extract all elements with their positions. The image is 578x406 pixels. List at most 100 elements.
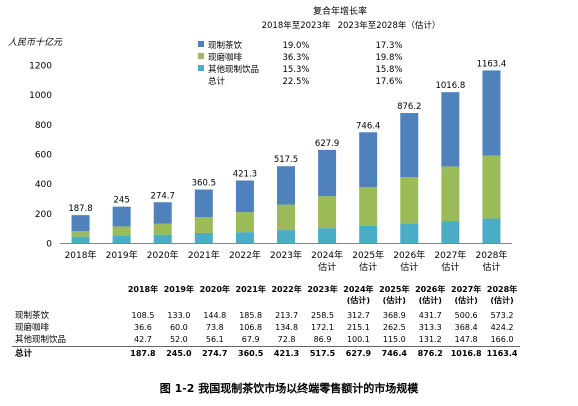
x-tick-label: 2022年 <box>229 249 261 261</box>
table-column-header: (估计) <box>383 295 406 305</box>
bar-segment-3 <box>71 215 90 232</box>
bar-segment-1 <box>153 234 172 243</box>
legend-swatch <box>198 41 204 47</box>
x-tick-label: 估计 <box>400 261 418 273</box>
legend-label: 现磨咖啡 <box>208 52 243 63</box>
y-tick-label: 600 <box>35 151 52 161</box>
x-tick-label: 估计 <box>482 261 500 273</box>
table-column-header: 2027年 <box>451 284 481 294</box>
bar-segment-1 <box>112 235 131 243</box>
table-cell: 1016.8 <box>451 349 482 358</box>
table-cell: 42.7 <box>134 335 152 344</box>
bar-segment-1 <box>359 225 378 243</box>
table-cell: 134.8 <box>275 323 298 332</box>
table-column-header: (估计) <box>490 295 513 305</box>
table-cell: 262.5 <box>383 323 406 332</box>
total-data-label: 245 <box>114 196 130 206</box>
table-column-header: 2018年 <box>128 284 158 294</box>
y-tick-label: 1200 <box>29 62 52 72</box>
x-tick-label: 2024年 <box>311 249 343 261</box>
table-cell: 133.0 <box>167 311 190 320</box>
x-tick-label: 估计 <box>318 261 336 273</box>
table-cell: 368.9 <box>383 311 406 320</box>
y-tick-label: 0 <box>46 240 52 250</box>
table-column-header: 2023年 <box>307 284 337 294</box>
table-row-label: 其他现制饮品 <box>15 334 66 345</box>
x-tick-label: 估计 <box>441 261 459 273</box>
table-cell: 131.2 <box>419 335 442 344</box>
table-cell: 166.0 <box>491 335 514 344</box>
cagr-value-2018-2023: 15.3% <box>282 65 309 75</box>
x-tick-label: 2020年 <box>147 249 179 261</box>
table-column-header: (估计) <box>419 295 442 305</box>
bar-segment-3 <box>359 132 378 188</box>
bar-segment-2 <box>235 212 254 233</box>
bar-segment-2 <box>112 226 131 236</box>
total-data-label: 1163.4 <box>477 59 507 69</box>
table-column-header: 2028年 <box>487 284 517 294</box>
cagr-value-2023-2028: 17.3% <box>375 41 402 51</box>
total-data-label: 360.5 <box>192 179 216 189</box>
bar-segment-2 <box>153 223 172 235</box>
cagr-title: 复合年增长率 <box>313 5 367 17</box>
table-column-header: 2021年 <box>236 284 266 294</box>
bar-segment-2 <box>400 177 419 224</box>
cagr-value-2018-2023: 19.0% <box>282 41 309 51</box>
x-tick-label: 2028年 <box>476 249 508 261</box>
table-cell: 500.6 <box>455 311 478 320</box>
bar-segment-3 <box>277 166 295 205</box>
y-tick-label: 200 <box>35 210 52 220</box>
table-cell: 876.2 <box>418 349 443 358</box>
legend-label: 其他现制饮品 <box>208 64 259 75</box>
table-column-header: 2020年 <box>200 284 230 294</box>
table-cell: 172.1 <box>311 323 334 332</box>
table-cell: 274.7 <box>202 349 227 358</box>
total-data-label: 517.5 <box>274 155 298 165</box>
bar-segment-2 <box>71 231 90 237</box>
y-tick-label: 1000 <box>29 91 52 101</box>
legend-swatch <box>198 53 204 59</box>
legend-label: 现制茶饮 <box>208 40 243 51</box>
y-axis-label: 人民币十亿元 <box>8 37 63 48</box>
table-cell: 258.5 <box>311 311 334 320</box>
table-cell: 313.3 <box>419 323 442 332</box>
total-data-label: 187.8 <box>68 204 92 214</box>
table-cell: 573.2 <box>491 311 514 320</box>
bar-segment-2 <box>318 196 337 229</box>
x-tick-label: 2021年 <box>188 249 220 261</box>
total-data-label: 1016.8 <box>435 81 465 91</box>
cagr-col1-header: 2018年至2023年 <box>262 20 331 31</box>
table-cell: 100.1 <box>347 335 370 344</box>
bar-segment-1 <box>441 221 460 243</box>
table-cell: 106.8 <box>239 323 262 332</box>
table-cell: 72.8 <box>278 335 296 344</box>
x-tick-label: 2023年 <box>270 249 302 261</box>
table-cell: 108.5 <box>132 311 155 320</box>
table-cell: 185.8 <box>239 311 262 320</box>
x-tick-label: 估计 <box>359 261 377 273</box>
table-cell: 245.0 <box>166 349 192 358</box>
table-cell: 360.5 <box>238 349 264 358</box>
table-cell: 86.9 <box>314 335 332 344</box>
table-column-header: 2022年 <box>271 284 301 294</box>
table-cell: 627.9 <box>346 349 372 358</box>
cagr-col2-header: 2023年至2028年（估计） <box>338 20 441 31</box>
x-tick-label: 2019年 <box>106 249 138 261</box>
bar-segment-2 <box>194 217 213 233</box>
total-data-label: 746.4 <box>356 121 380 131</box>
total-data-label: 627.9 <box>315 139 339 149</box>
table-cell: 73.8 <box>206 323 224 332</box>
table-cell: 60.0 <box>170 323 188 332</box>
x-tick-label: 2026年 <box>393 249 425 261</box>
table-cell: 1163.4 <box>487 349 518 358</box>
bar-segment-1 <box>71 236 90 243</box>
bar-segment-2 <box>482 155 501 219</box>
bar-segment-1 <box>235 232 254 243</box>
table-cell: 215.1 <box>347 323 370 332</box>
table-cell: 187.8 <box>130 349 156 358</box>
cagr-value-2023-2028: 17.6% <box>375 77 402 87</box>
x-tick-label: 2025年 <box>352 249 384 261</box>
y-tick-label: 400 <box>35 180 52 190</box>
bar-segment-1 <box>318 228 337 243</box>
